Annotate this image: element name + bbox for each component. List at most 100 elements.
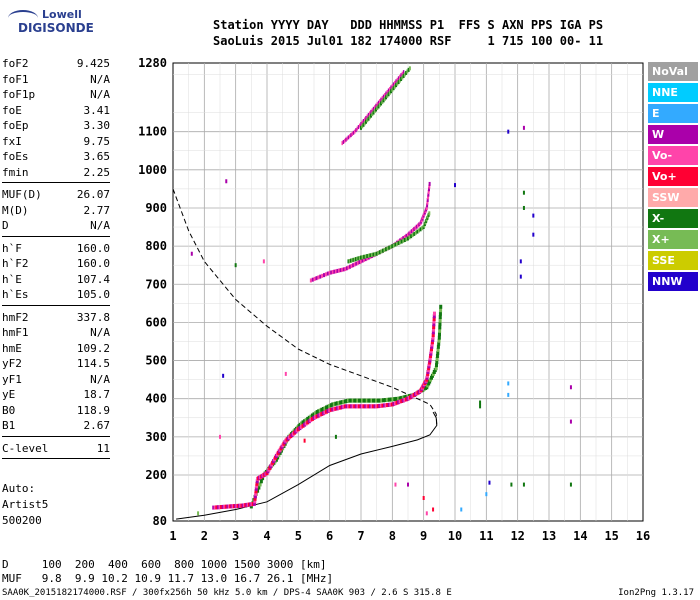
noise-echo-point [197,511,200,516]
param-value: N/A [90,372,110,386]
x-mode-trace-point [301,420,305,425]
x-mode-2hop-point [403,238,406,243]
param-value: 337.8 [76,310,110,324]
x-mode-trace-point [436,344,440,349]
x-mode-trace-point [436,347,440,352]
noise-echo-point [569,419,572,424]
x-mode-trace-point [340,400,344,405]
o-mode-2hop-point [355,261,358,266]
auto-label: Auto: [2,482,36,495]
param-name: yF2 [2,357,22,370]
x-mode-trace-point [314,411,318,416]
x-mode-2hop-point [374,252,377,257]
o-mode-trace-point [432,311,436,316]
o-mode-trace-point [428,358,432,363]
x-mode-trace-point [321,407,325,412]
param-name: M(D) [2,203,29,217]
o-mode-trace-point [432,324,436,329]
x-mode-3hop-point [376,106,379,111]
o-mode-2hop-point [347,265,350,270]
o-mode-2hop-point [321,273,324,278]
x-mode-2hop-point [360,255,362,260]
o-mode-2hop-point [408,231,411,236]
x-mode-3hop-point [360,125,362,130]
o-mode-3hop-point [367,112,370,117]
o-mode-trace-point [254,486,258,491]
o-mode-trace-point [390,402,394,407]
x-mode-2hop-point [399,240,402,245]
x-mode-2hop-point [364,254,367,259]
noise-echo-point [422,496,425,500]
o-mode-trace-point [432,316,436,321]
param-row: h`E 107.4 [2,272,110,288]
o-mode-trace-point [339,405,343,410]
x-mode-trace-point [259,479,263,484]
x-mode-trace-point [365,398,369,403]
x-mode-3hop-point [367,116,370,121]
param-name: fmin [2,165,29,179]
x-mode-2hop-point [356,256,359,261]
x-mode-trace-point [387,397,391,402]
x-tick-label: 8 [389,529,396,543]
legend-w-entry: W [648,125,698,144]
o-mode-3hop-point [372,106,375,111]
logo-digisonde-text: DIGISONDE [18,21,94,35]
noise-echo-point [407,482,409,487]
o-mode-trace-point [387,402,391,407]
o-mode-trace-point [221,504,225,509]
o-mode-2hop-point [309,278,312,283]
param-name: D [2,219,9,232]
x-mode-2hop-point [380,249,383,254]
o-mode-3hop-point [366,114,369,119]
o-mode-2hop-point [328,270,331,275]
o-mode-trace-point [340,405,344,410]
x-mode-trace-point [309,414,313,419]
x-mode-3hop-point [363,121,366,126]
o-mode-trace-point [325,409,329,414]
x-mode-trace-point [382,398,386,403]
o-mode-trace-point [226,504,230,509]
x-mode-3hop-point [383,96,386,101]
param-row: B1 2.67 [2,418,110,434]
x-mode-3hop-point [405,70,408,75]
x-mode-2hop-point [352,257,355,262]
o-mode-trace-point [310,416,314,421]
o-mode-3hop-point [345,137,347,142]
o-mode-2hop-point [353,262,356,267]
o-mode-2hop-point [333,269,336,274]
noise-echo-point [485,492,488,497]
o-mode-2hop-point [334,269,337,274]
x-mode-3hop-point [380,101,383,106]
noise-echo-point [460,507,463,512]
noise-echo-point [488,480,491,485]
o-mode-2hop-point [358,260,361,265]
x-mode-3hop-point [391,87,394,92]
o-mode-2hop-point [427,192,430,197]
param-row: h`Es 105.0 [2,287,110,303]
o-mode-3hop-point [369,111,371,116]
o-mode-trace-point [331,407,335,412]
x-mode-trace-point [315,410,319,415]
x-mode-3hop-point [377,104,380,109]
o-mode-2hop-point [427,195,430,200]
x-mode-3hop-point [398,78,401,83]
o-mode-trace-point [317,413,321,418]
logo-lowell-text: Lowell [42,8,82,21]
o-mode-2hop-point [315,276,318,281]
x-mode-trace-point [336,401,339,406]
o-mode-trace-point [389,402,393,407]
o-mode-trace-point [252,501,256,506]
o-mode-2hop-point [363,257,366,262]
noise-echo-point [432,507,435,512]
o-mode-trace-point [253,496,257,501]
o-mode-trace-point [348,404,352,409]
x-mode-2hop-point [413,231,416,236]
o-mode-trace-point [306,420,310,425]
param-value: 2.25 [83,165,111,179]
o-mode-3hop-point [385,91,387,96]
o-mode-2hop-point [317,275,320,280]
o-mode-2hop-point [352,263,355,268]
noise-echo-point [190,251,193,256]
lowell-digisonde-logo: Lowell DIGISONDE [6,6,96,50]
x-mode-trace-point [326,404,330,409]
